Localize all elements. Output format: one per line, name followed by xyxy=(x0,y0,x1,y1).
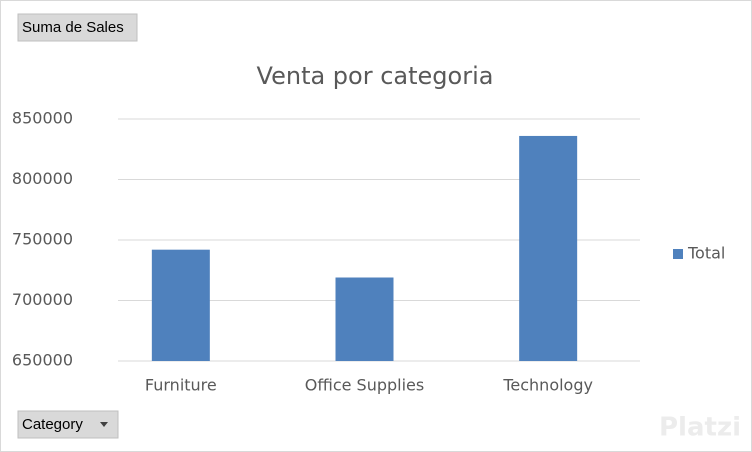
y-tick-label: 850000 xyxy=(12,109,73,128)
chart-title: Venta por categoria xyxy=(257,62,494,90)
bar xyxy=(335,277,394,361)
bar xyxy=(151,249,210,361)
axis-field-button[interactable]: Category xyxy=(17,410,119,439)
y-tick-label: 800000 xyxy=(12,169,73,188)
x-tick-label: Office Supplies xyxy=(305,376,424,395)
button-background xyxy=(17,13,138,42)
values-field-button[interactable]: Suma de Sales xyxy=(17,13,138,42)
button-label: Category xyxy=(22,416,83,433)
watermark: Platzi xyxy=(659,413,741,443)
x-tick-label: Technology xyxy=(502,376,593,395)
dropdown-arrow xyxy=(100,422,108,427)
bar xyxy=(519,135,578,361)
y-tick-label: 700000 xyxy=(12,290,73,309)
y-tick-label: 650000 xyxy=(12,351,73,370)
y-tick-label: 750000 xyxy=(12,230,73,249)
x-tick-label: Furniture xyxy=(145,376,217,395)
legend-label: Total xyxy=(687,244,725,263)
button-label: Suma de Sales xyxy=(22,19,124,36)
legend-swatch xyxy=(673,249,683,259)
button-background xyxy=(17,410,119,439)
